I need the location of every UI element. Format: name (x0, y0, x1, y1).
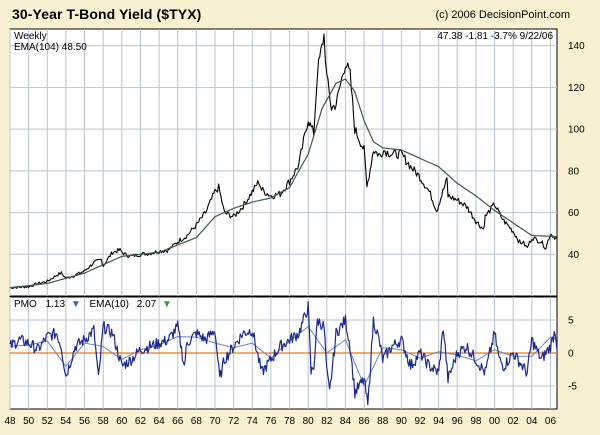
x-tick-label: 50 (23, 416, 35, 427)
pmo-ema-value: 2.07 (137, 299, 157, 310)
x-tick-label: 96 (452, 416, 464, 427)
x-tick-label: 84 (340, 416, 352, 427)
ema-down-arrow-icon: ▼ (162, 299, 172, 310)
x-tick-label: 74 (247, 416, 259, 427)
x-tick-label: 76 (265, 416, 277, 427)
x-tick-label: 62 (135, 416, 147, 427)
x-tick-label: 60 (116, 416, 128, 427)
x-tick-label: 54 (60, 416, 72, 427)
x-tick-label: 04 (526, 416, 538, 427)
ema-label: EMA(104) 48.50 (14, 42, 87, 53)
pmo-y-tick-label: 5 (568, 316, 574, 327)
price-y-tick-label: 40 (568, 250, 580, 261)
price-series-group (9, 33, 558, 290)
pmo-y-tick-label: 0 (568, 349, 574, 360)
price-y-tick-label: 80 (568, 166, 580, 177)
x-tick-label: 68 (191, 416, 203, 427)
x-tick-label: 56 (79, 416, 91, 427)
x-tick-label: 92 (414, 416, 426, 427)
pmo-value: 1.13 (46, 299, 66, 310)
x-tick-label: 00 (489, 416, 501, 427)
x-tick-label: 98 (470, 416, 482, 427)
x-tick-label: 78 (284, 416, 296, 427)
x-tick-label: 48 (4, 416, 16, 427)
copyright-text: (c) 2006 DecisionPoint.com (435, 9, 570, 21)
period-label: Weekly (14, 31, 47, 42)
x-tick-label: 64 (154, 416, 166, 427)
pmo-series-group (9, 301, 558, 406)
price-y-tick-label: 100 (568, 125, 585, 136)
x-tick-label: 70 (209, 416, 221, 427)
ema-line (9, 78, 558, 289)
pmo-down-arrow-icon: ▼ (71, 299, 81, 310)
x-tick-label: 52 (42, 416, 54, 427)
price-y-axis: 40 60 80 100 120 140 (568, 41, 585, 261)
pmo-y-tick-label: -5 (568, 381, 577, 392)
x-tick-label: 58 (98, 416, 110, 427)
price-y-tick-label: 140 (568, 41, 585, 52)
x-tick-label: 94 (433, 416, 445, 427)
chart-title: 30-Year T-Bond Yield ($TYX) (12, 6, 202, 22)
pmo-ema-name: EMA(10) (90, 299, 129, 310)
x-tick-label: 90 (396, 416, 408, 427)
price-y-tick-label: 120 (568, 83, 585, 94)
x-tick-label: 66 (172, 416, 184, 427)
x-tick-label: 86 (359, 416, 371, 427)
pmo-line (9, 301, 558, 406)
x-tick-label: 88 (377, 416, 389, 427)
x-axis-labels: 48 50 52 54 56 58 60 62 64 66 68 70 72 74 76 78 80 82 84 86… (4, 416, 556, 427)
x-tick-label: 80 (303, 416, 315, 427)
quote-readout: 47.38 -1.81 -3.7% 9/22/06 (437, 31, 553, 42)
pmo-y-axis: -5 0 5 (568, 316, 577, 393)
x-tick-label: 06 (545, 416, 557, 427)
x-tick-label: 02 (508, 416, 520, 427)
price-panel (9, 28, 558, 297)
x-tick-label: 82 (321, 416, 333, 427)
pmo-name: PMO (14, 299, 37, 310)
price-y-tick-label: 60 (568, 208, 580, 219)
price-line (9, 33, 558, 290)
x-tick-label: 72 (228, 416, 240, 427)
price-gridlines (9, 29, 557, 296)
pmo-label: PMO 1.13 ▼ EMA(10) 2.07 ▼ (14, 299, 172, 310)
